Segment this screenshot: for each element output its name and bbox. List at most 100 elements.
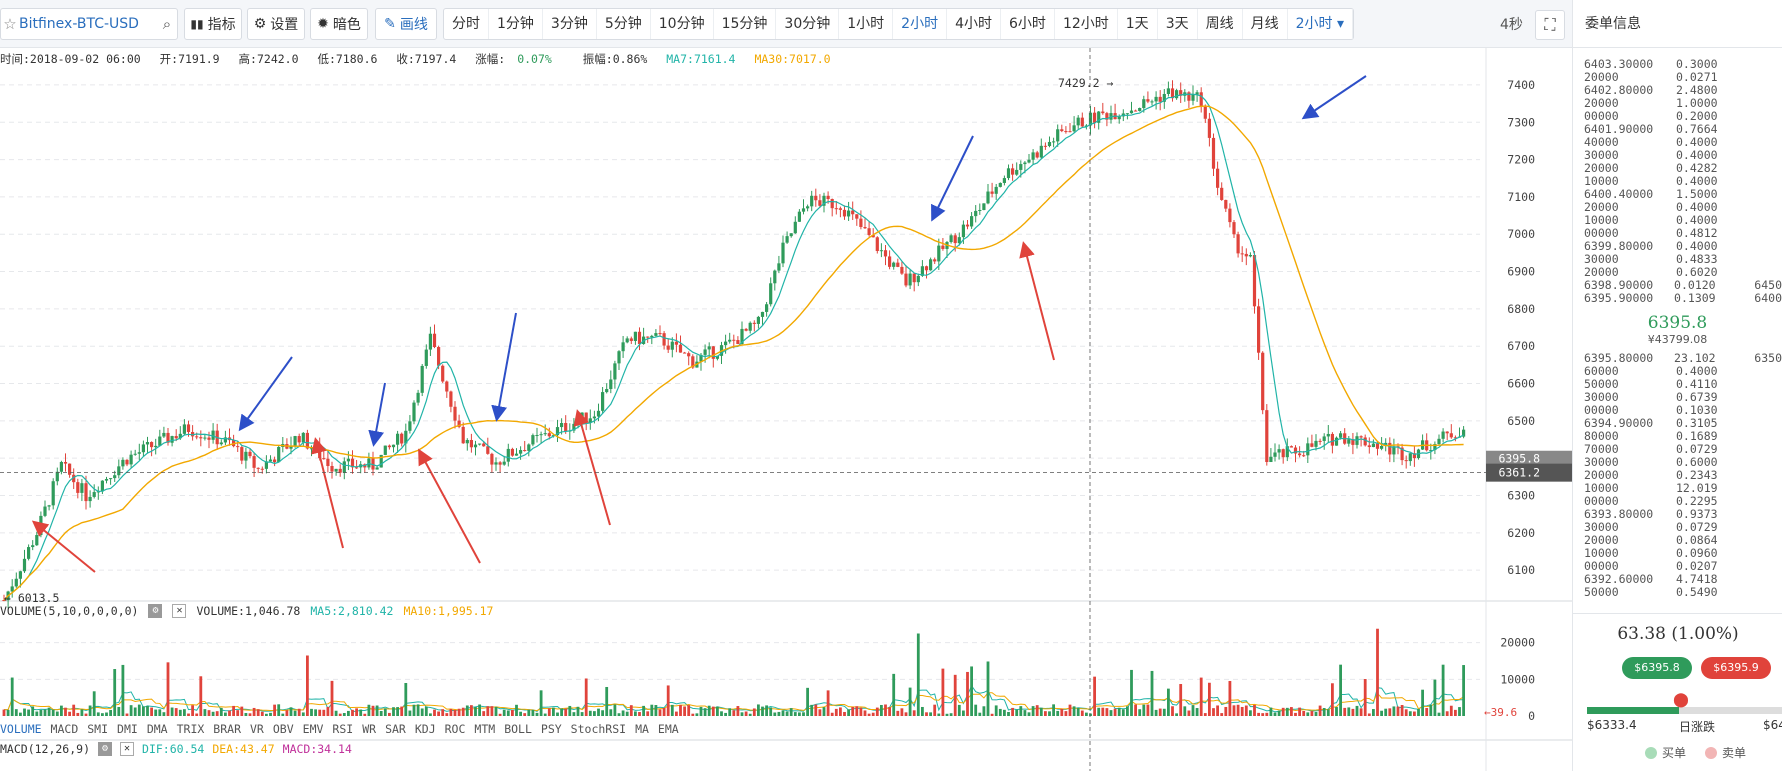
order-row[interactable]: 60000 0.4000 — [1584, 365, 1782, 378]
indicator-tab-psy[interactable]: PSY — [540, 722, 562, 736]
candle-body — [244, 451, 248, 461]
indicator-tab-roc[interactable]: ROC — [444, 722, 466, 736]
period-4[interactable]: 10分钟 — [651, 9, 714, 39]
macd-settings-icon[interactable]: ⚙ — [98, 742, 113, 756]
volume-close-icon[interactable]: ✕ — [172, 604, 187, 618]
period-0[interactable]: 分时 — [444, 9, 489, 39]
order-row[interactable]: 00000 0.0207 — [1584, 560, 1782, 573]
order-row[interactable]: 70000 0.0729 — [1584, 443, 1782, 456]
order-row[interactable]: 6402.80000 2.4800 — [1584, 84, 1782, 97]
indicator-tab-ema[interactable]: EMA — [657, 722, 679, 736]
period-6[interactable]: 30分钟 — [776, 9, 840, 39]
period-14[interactable]: 周线 — [1198, 9, 1243, 39]
symbol-search[interactable]: ☆ Bitfinex-BTC-USD ⌕ — [0, 8, 178, 40]
period-3[interactable]: 5分钟 — [597, 9, 651, 39]
indicator-tab-boll[interactable]: BOLL — [504, 722, 532, 736]
indicator-tab-ma[interactable]: MA — [635, 722, 649, 736]
order-row[interactable]: 10000 0.0960 — [1584, 547, 1782, 560]
order-row[interactable]: 6392.60000 4.7418 — [1584, 573, 1782, 586]
indicator-tab-obv[interactable]: OBV — [272, 722, 294, 736]
search-icon[interactable]: ⌕ — [162, 15, 172, 33]
macd-close-icon[interactable]: ✕ — [120, 742, 135, 756]
day-range-fill — [1587, 707, 1680, 714]
indicator-tab-kdj[interactable]: KDJ — [414, 722, 436, 736]
volume-bar — [1236, 704, 1240, 716]
order-row[interactable]: 6398.90000 0.0120 6450 — [1584, 279, 1782, 292]
indicator-tab-dma[interactable]: DMA — [146, 722, 168, 736]
ask-price-pill[interactable]: $6395.9 — [1701, 657, 1771, 679]
order-row[interactable]: 20000 0.6020 — [1584, 266, 1782, 279]
order-row[interactable]: 6403.30000 0.3000 — [1584, 58, 1782, 71]
order-row[interactable]: 6395.90000 0.1309 6400 — [1584, 292, 1782, 305]
order-row[interactable]: 30000 0.6000 — [1584, 456, 1782, 469]
period-12[interactable]: 1天 — [1118, 9, 1158, 39]
order-row[interactable]: 6394.90000 0.3105 — [1584, 417, 1782, 430]
volume-settings-icon[interactable]: ⚙ — [148, 604, 163, 618]
indicator-tab-dmi[interactable]: DMI — [117, 722, 138, 736]
price-chart[interactable]: 7400 7300 7200 7100 7000 6900 6800 6700 6600 6500… — [0, 0, 1572, 771]
volume-bar — [293, 710, 297, 716]
order-row[interactable]: 20000 0.0864 — [1584, 534, 1782, 547]
refresh-interval[interactable]: 4秒 — [1500, 17, 1523, 33]
macd-macd: MACD:34.14 — [282, 742, 352, 756]
order-row[interactable]: 6400.40000 1.5000 — [1584, 188, 1782, 201]
order-row[interactable]: 40000 0.4000 — [1584, 136, 1782, 149]
indicator-tab-volume[interactable]: VOLUME — [0, 722, 42, 736]
order-row[interactable]: 00000 0.2295 — [1584, 495, 1782, 508]
order-row[interactable]: 20000 0.4282 — [1584, 162, 1782, 175]
period-10[interactable]: 6小时 — [1001, 9, 1055, 39]
settings-button[interactable]: ⚙ 设置 — [247, 8, 305, 40]
indicator-tab-sar[interactable]: SAR — [385, 722, 406, 736]
order-row[interactable]: 30000 0.0729 — [1584, 521, 1782, 534]
order-row[interactable]: 6399.80000 0.4000 — [1584, 240, 1782, 253]
indicator-tab-brar[interactable]: BRAR — [213, 722, 241, 736]
order-row[interactable]: 50000 0.4110 — [1584, 378, 1782, 391]
order-row[interactable]: 10000 0.4000 — [1584, 175, 1782, 188]
order-row[interactable]: 00000 0.2000 — [1584, 110, 1782, 123]
indicator-tab-macd[interactable]: MACD — [50, 722, 79, 736]
order-row[interactable]: 30000 0.4833 — [1584, 253, 1782, 266]
fullscreen-icon[interactable]: ⛶ — [1535, 10, 1565, 40]
indicator-tab-wr[interactable]: WR — [362, 722, 377, 736]
period-1[interactable]: 1分钟 — [489, 9, 543, 39]
order-row[interactable]: 6393.80000 0.9373 — [1584, 508, 1782, 521]
indicator-tab-smi[interactable]: SMI — [87, 722, 109, 736]
order-row[interactable]: 20000 0.2343 — [1584, 469, 1782, 482]
period-15[interactable]: 月线 — [1243, 9, 1288, 39]
order-row[interactable]: 6395.80000 23.102 6350 — [1584, 352, 1782, 365]
volume-bar — [445, 713, 449, 716]
theme-button[interactable]: ✹ 暗色 — [310, 8, 368, 40]
period-5[interactable]: 15分钟 — [714, 9, 777, 39]
order-row[interactable]: 00000 0.1030 — [1584, 404, 1782, 417]
order-row[interactable]: 10000 0.4000 — [1584, 214, 1782, 227]
indicator-tab-emv[interactable]: EMV — [302, 722, 324, 736]
period-7[interactable]: 1小时 — [839, 9, 894, 39]
bid-price-pill[interactable]: $6395.8 — [1622, 657, 1692, 679]
indicators-button[interactable]: ▮▮ 指标 — [184, 8, 242, 40]
star-icon[interactable]: ☆ — [3, 15, 17, 33]
order-row[interactable]: 50000 0.5490 — [1584, 586, 1782, 599]
period-9[interactable]: 4小时 — [947, 9, 1002, 39]
period-2[interactable]: 3分钟 — [543, 9, 597, 39]
draw-button[interactable]: ✎ 画线 — [375, 8, 437, 40]
order-row[interactable]: 30000 0.6739 — [1584, 391, 1782, 404]
time-value: 时间:2018-09-02 06:00 — [0, 52, 141, 66]
order-row[interactable]: 20000 0.0271 — [1584, 71, 1782, 84]
period-11[interactable]: 12小时 — [1055, 9, 1118, 39]
period-8[interactable]: 2小时 — [893, 9, 948, 39]
period-13[interactable]: 3天 — [1158, 9, 1198, 39]
order-row[interactable]: 6401.90000 0.7664 — [1584, 123, 1782, 136]
order-row[interactable]: 30000 0.4000 — [1584, 149, 1782, 162]
order-row[interactable]: 20000 1.0000 — [1584, 97, 1782, 110]
indicator-tab-mtm[interactable]: MTM — [474, 722, 496, 736]
indicator-tab-trix[interactable]: TRIX — [176, 722, 205, 736]
period-16[interactable]: 2小时 ▾ — [1288, 9, 1353, 39]
order-row[interactable]: 00000 0.4812 — [1584, 227, 1782, 240]
indicator-tab-vr[interactable]: VR — [250, 722, 264, 736]
order-row[interactable]: 20000 0.4000 — [1584, 201, 1782, 214]
indicator-tab-stochrsi[interactable]: StochRSI — [570, 722, 627, 736]
indicator-tab-rsi[interactable]: RSI — [332, 722, 354, 736]
volume-bar — [490, 706, 494, 716]
order-row[interactable]: 10000 12.019 — [1584, 482, 1782, 495]
order-row[interactable]: 80000 0.1689 — [1584, 430, 1782, 443]
